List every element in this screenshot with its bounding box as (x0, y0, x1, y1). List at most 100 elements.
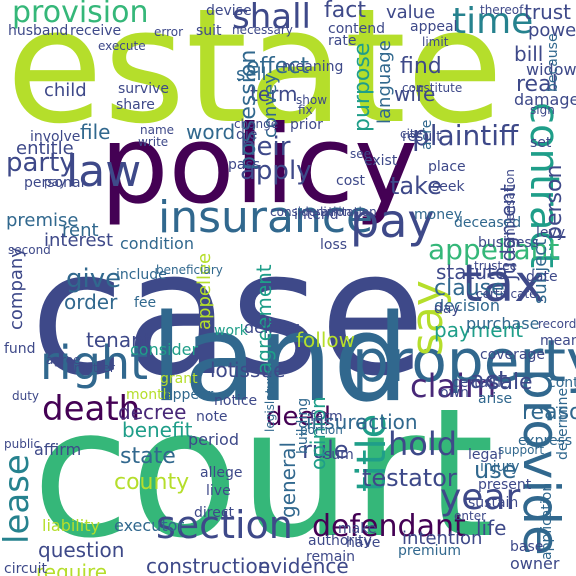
cloud-word: law (66, 146, 142, 197)
cloud-word: company (6, 247, 27, 330)
cloud-word: meaning (282, 59, 344, 75)
cloud-word: take (390, 172, 442, 200)
cloud-word: injury (480, 459, 520, 475)
cloud-word: tenant (86, 328, 152, 352)
cloud-word: result (402, 129, 442, 145)
cloud-word: entitle (16, 138, 74, 159)
cloud-word: pay (350, 194, 435, 248)
cloud-word: application (539, 482, 555, 560)
cloud-word: constitute (402, 81, 463, 95)
cloud-word: possession (236, 49, 261, 170)
cloud-word: receive (70, 23, 122, 39)
cloud-word: mean (540, 333, 576, 349)
cloud-word: cost (336, 173, 366, 189)
cloud-word: estate (6, 0, 504, 159)
cloud-word: apply (240, 156, 312, 186)
cloud-word: insurance (158, 192, 374, 243)
cloud-word: have (346, 535, 381, 551)
cloud-word: contend (328, 21, 385, 37)
cloud-word: fund (4, 341, 36, 357)
cloud-word: decision (434, 296, 500, 315)
cloud-word: own (440, 385, 469, 401)
cloud-word: devise (206, 3, 252, 19)
cloud-word: sustain (468, 495, 519, 511)
cloud-word: place (428, 159, 466, 175)
cloud-word: require (36, 560, 108, 576)
cloud-word: remain (306, 549, 356, 565)
cloud-word: decree (118, 400, 187, 424)
cloud-word: authority (308, 533, 372, 549)
cloud-word: testator (362, 464, 457, 492)
cloud-word: live (206, 483, 231, 499)
cloud-word: agree (46, 353, 81, 367)
cloud-word: survive (118, 81, 169, 97)
cloud-word: question (38, 538, 125, 562)
cloud-word: hold (388, 425, 458, 463)
cloud-word: sale (488, 370, 533, 395)
cloud-word: year (440, 477, 521, 518)
cloud-word: date (526, 269, 558, 285)
cloud-word: duty (12, 389, 40, 403)
cloud-word: give (66, 264, 122, 294)
cloud-word: levy (536, 225, 566, 241)
cloud-word: enter (454, 509, 487, 523)
cloud-word: day (434, 301, 460, 317)
cloud-word: prior (290, 117, 323, 133)
cloud-word: personal (24, 175, 85, 191)
cloud-word: interest (44, 230, 114, 251)
cloud-word: support (498, 443, 545, 457)
cloud-word: language (374, 40, 395, 124)
cloud-word: notice (214, 393, 258, 409)
cloud-word: deliver (244, 318, 299, 337)
cloud-word: cite (400, 127, 423, 141)
cloud-word: land (150, 290, 410, 429)
cloud-word: premium (398, 543, 461, 559)
cloud-word: exist (364, 153, 398, 169)
cloud-word: compensation (503, 169, 517, 254)
cloud-word: consider (130, 340, 199, 359)
cloud-word: action (356, 410, 418, 434)
cloud-word: bill (514, 42, 544, 66)
cloud-word: seek (432, 179, 465, 195)
cloud-word: use (474, 456, 517, 484)
cloud-word: circuit (4, 561, 47, 576)
cloud-word: wife (394, 82, 436, 106)
cloud-word: second (8, 243, 51, 257)
cloud-word: shall (232, 0, 311, 37)
cloud-word: death (42, 389, 141, 429)
cloud-word: grant (160, 371, 198, 387)
cloud-word: claim (410, 367, 497, 405)
cloud-word: purpose (350, 42, 375, 132)
cloud-word: record (538, 317, 576, 331)
cloud-word: find (400, 54, 442, 79)
cloud-word: affirm (34, 440, 82, 459)
cloud-word: owner (510, 554, 560, 573)
cloud-word: die (236, 127, 258, 143)
cloud-word: benefit (122, 418, 193, 442)
cloud-word: act (470, 366, 508, 394)
cloud-word: thereof (480, 3, 524, 17)
cloud-word: party (6, 148, 75, 178)
cloud-word: note (196, 409, 228, 425)
cloud-word: month (126, 387, 172, 403)
cloud-word: legislature (263, 369, 277, 432)
cloud-word: name (140, 123, 175, 137)
cloud-word: rate (328, 33, 357, 49)
cloud-word: limit (422, 35, 449, 49)
cloud-word: error (154, 25, 184, 39)
cloud-word: share (116, 97, 155, 113)
cloud-word: express (518, 433, 573, 449)
cloud-word: rule (302, 436, 349, 464)
cloud-word: insure (306, 410, 368, 434)
cloud-word: present (478, 477, 532, 493)
cloud-word: liability (42, 516, 100, 535)
cloud-word: show (296, 93, 328, 107)
cloud-word: fee (134, 295, 157, 311)
cloud-word: defendant (312, 509, 466, 544)
cloud-word: lot (210, 358, 236, 382)
cloud-word: effect (246, 54, 309, 79)
cloud-word: order (64, 290, 118, 314)
cloud-word: tax (462, 254, 546, 314)
cloud-word: determine (555, 387, 571, 460)
